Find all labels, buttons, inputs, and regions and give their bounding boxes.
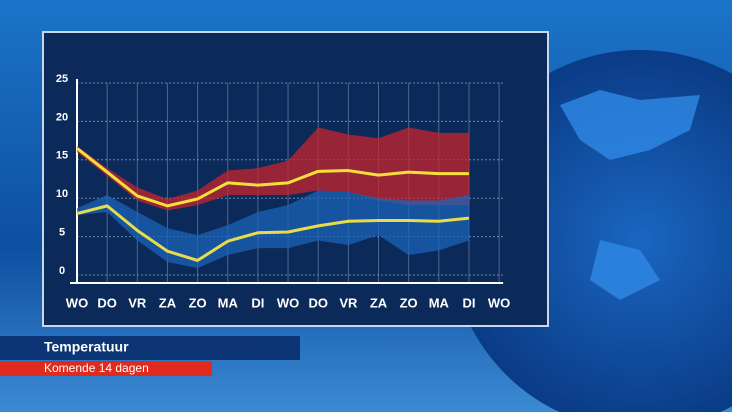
y-tick-label: 15 — [56, 150, 68, 162]
plot: WO DO VR ZA ZO MA DI WO DO VR ZA ZO MA DI WO 0 5 10 15 20 25 — [56, 73, 510, 311]
caption-title: Temperatuur — [44, 339, 129, 355]
range-band — [77, 190, 469, 269]
x-tick-label: WO — [66, 295, 88, 310]
x-tick-label: MA — [429, 295, 450, 310]
x-tick-label: ZA — [370, 295, 388, 310]
y-tick-label: 5 — [59, 227, 65, 239]
caption-bar — [0, 336, 300, 360]
x-tick-label: ZO — [400, 295, 418, 310]
range-band — [77, 127, 469, 211]
x-tick-label: VR — [128, 295, 147, 310]
line — [76, 204, 470, 262]
x-tick-label: WO — [277, 295, 299, 310]
y-tick-label: 20 — [56, 111, 68, 123]
y-tick-label: 25 — [56, 73, 68, 85]
x-tick-label: ZA — [159, 295, 177, 310]
x-tick-label: DI — [462, 295, 475, 310]
x-tick-label: DO — [308, 295, 328, 310]
x-tick-label: ZO — [189, 295, 207, 310]
x-tick-label: DI — [251, 295, 264, 310]
y-tick-label: 0 — [59, 265, 65, 277]
continents — [560, 90, 700, 300]
caption-subbar — [0, 361, 212, 376]
x-tick-label: MA — [218, 295, 239, 310]
y-tick-label: 10 — [56, 188, 68, 200]
line — [76, 147, 469, 208]
x-tick-label: DO — [97, 295, 117, 310]
caption-subtitle: Komende 14 dagen — [44, 361, 149, 375]
x-tick-label: VR — [339, 295, 358, 310]
x-tick-label: WO — [488, 295, 510, 310]
